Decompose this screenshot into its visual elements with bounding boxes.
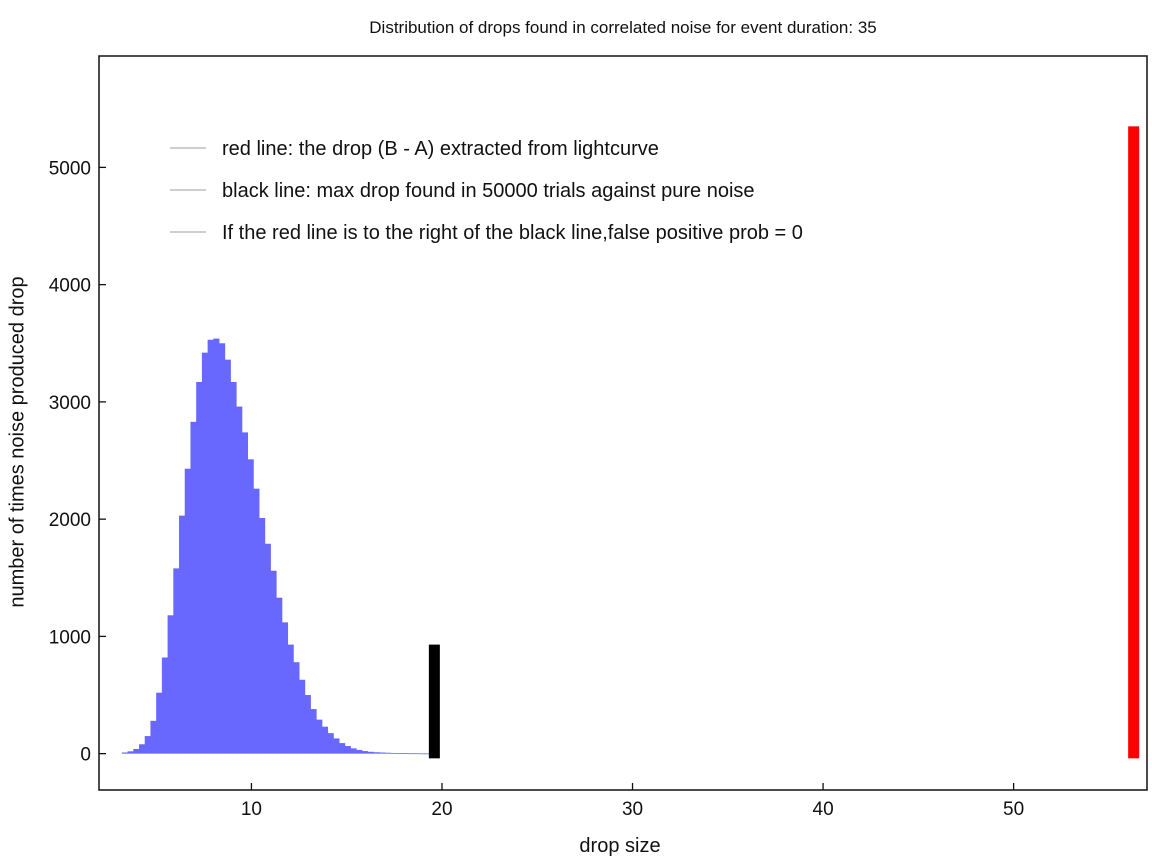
histogram-bar <box>184 468 191 754</box>
histogram-bar <box>219 343 226 754</box>
histogram-bar <box>150 720 157 754</box>
histogram-bar <box>327 733 334 754</box>
histogram-bar <box>299 679 306 754</box>
legend-entry: red line: the drop (B - A) extracted fro… <box>222 138 659 160</box>
x-tick-label: 30 <box>622 799 643 820</box>
histogram-bar <box>179 515 186 754</box>
histogram-bar <box>373 752 380 754</box>
histogram-bar <box>236 406 243 754</box>
histogram-bar <box>344 746 351 754</box>
chart-title: Distribution of drops found in correlate… <box>369 18 877 37</box>
histogram-bar <box>121 752 128 754</box>
histogram-bar <box>419 753 426 755</box>
histogram-bar <box>276 597 283 754</box>
histogram-bar <box>287 644 294 754</box>
histogram-bar <box>173 568 180 754</box>
histogram-bar <box>230 381 237 754</box>
histogram-bar <box>259 517 266 754</box>
histogram-bar <box>367 751 374 754</box>
histogram-bar <box>207 339 214 754</box>
histogram-bar <box>270 570 277 754</box>
histogram-bar <box>350 748 357 754</box>
histogram-bar <box>281 622 289 754</box>
histogram-bar <box>339 743 346 754</box>
legend-entry: If the red line is to the right of the b… <box>222 222 803 244</box>
histogram-bar <box>196 381 203 754</box>
histogram-bar <box>133 748 140 754</box>
histogram-bar <box>316 719 323 754</box>
y-tick-label: 1000 <box>49 627 91 648</box>
histogram-bar <box>156 692 163 754</box>
plot-frame <box>98 55 1148 791</box>
x-tick-label: 50 <box>1003 799 1024 820</box>
y-tick-label: 2000 <box>49 510 91 531</box>
y-tick-label: 4000 <box>49 276 91 297</box>
histogram-bar <box>264 543 271 754</box>
x-tick-label: 20 <box>431 799 452 820</box>
histogram-bar <box>293 662 300 754</box>
histogram-bar <box>213 338 220 754</box>
histogram-bar <box>139 744 146 754</box>
marker-layer <box>428 126 1140 759</box>
histogram-bar <box>356 749 363 754</box>
y-axis-label: number of times noise produced drop <box>6 276 29 608</box>
legend-entry: black line: max drop found in 50000 tria… <box>222 180 755 202</box>
histogram-bar <box>201 352 209 754</box>
black-line-marker <box>428 644 440 759</box>
x-tick-label: 40 <box>813 799 834 820</box>
histogram-bar <box>401 753 409 754</box>
histogram-bar <box>310 709 317 754</box>
histogram-bar <box>413 753 420 755</box>
y-tick-label: 3000 <box>49 393 91 414</box>
x-tick-label: 10 <box>241 799 262 820</box>
histogram-bar <box>333 738 340 754</box>
histogram-bar <box>247 459 254 754</box>
histogram-bar <box>253 488 260 754</box>
red-line-marker <box>1128 126 1140 759</box>
histogram-bar <box>144 736 151 754</box>
histogram-bar <box>384 752 391 754</box>
histogram-bar <box>167 615 174 754</box>
axis-layer: 10 20 30 40 50 0 1000 2000 3000 4000 5000 <box>49 158 1024 820</box>
histogram-bar <box>190 421 197 754</box>
histogram-bar <box>407 753 414 755</box>
histogram-bar <box>224 359 231 754</box>
histogram-bar <box>321 726 329 754</box>
histogram-bar <box>379 752 386 754</box>
histogram-bar <box>390 752 397 754</box>
histogram-bar <box>424 753 431 755</box>
histogram-bar <box>396 753 403 754</box>
histogram-bar <box>161 657 168 754</box>
histogram-bar <box>127 751 134 754</box>
histogram-bar <box>361 751 369 754</box>
x-axis-label: drop size <box>579 835 661 857</box>
histogram-bar <box>304 695 311 754</box>
histogram-bar <box>241 432 249 754</box>
y-tick-label: 5000 <box>49 158 91 179</box>
y-tick-label: 0 <box>80 745 91 766</box>
histogram-layer <box>121 338 437 755</box>
legend: red line: the drop (B - A) extracted fro… <box>170 138 803 244</box>
